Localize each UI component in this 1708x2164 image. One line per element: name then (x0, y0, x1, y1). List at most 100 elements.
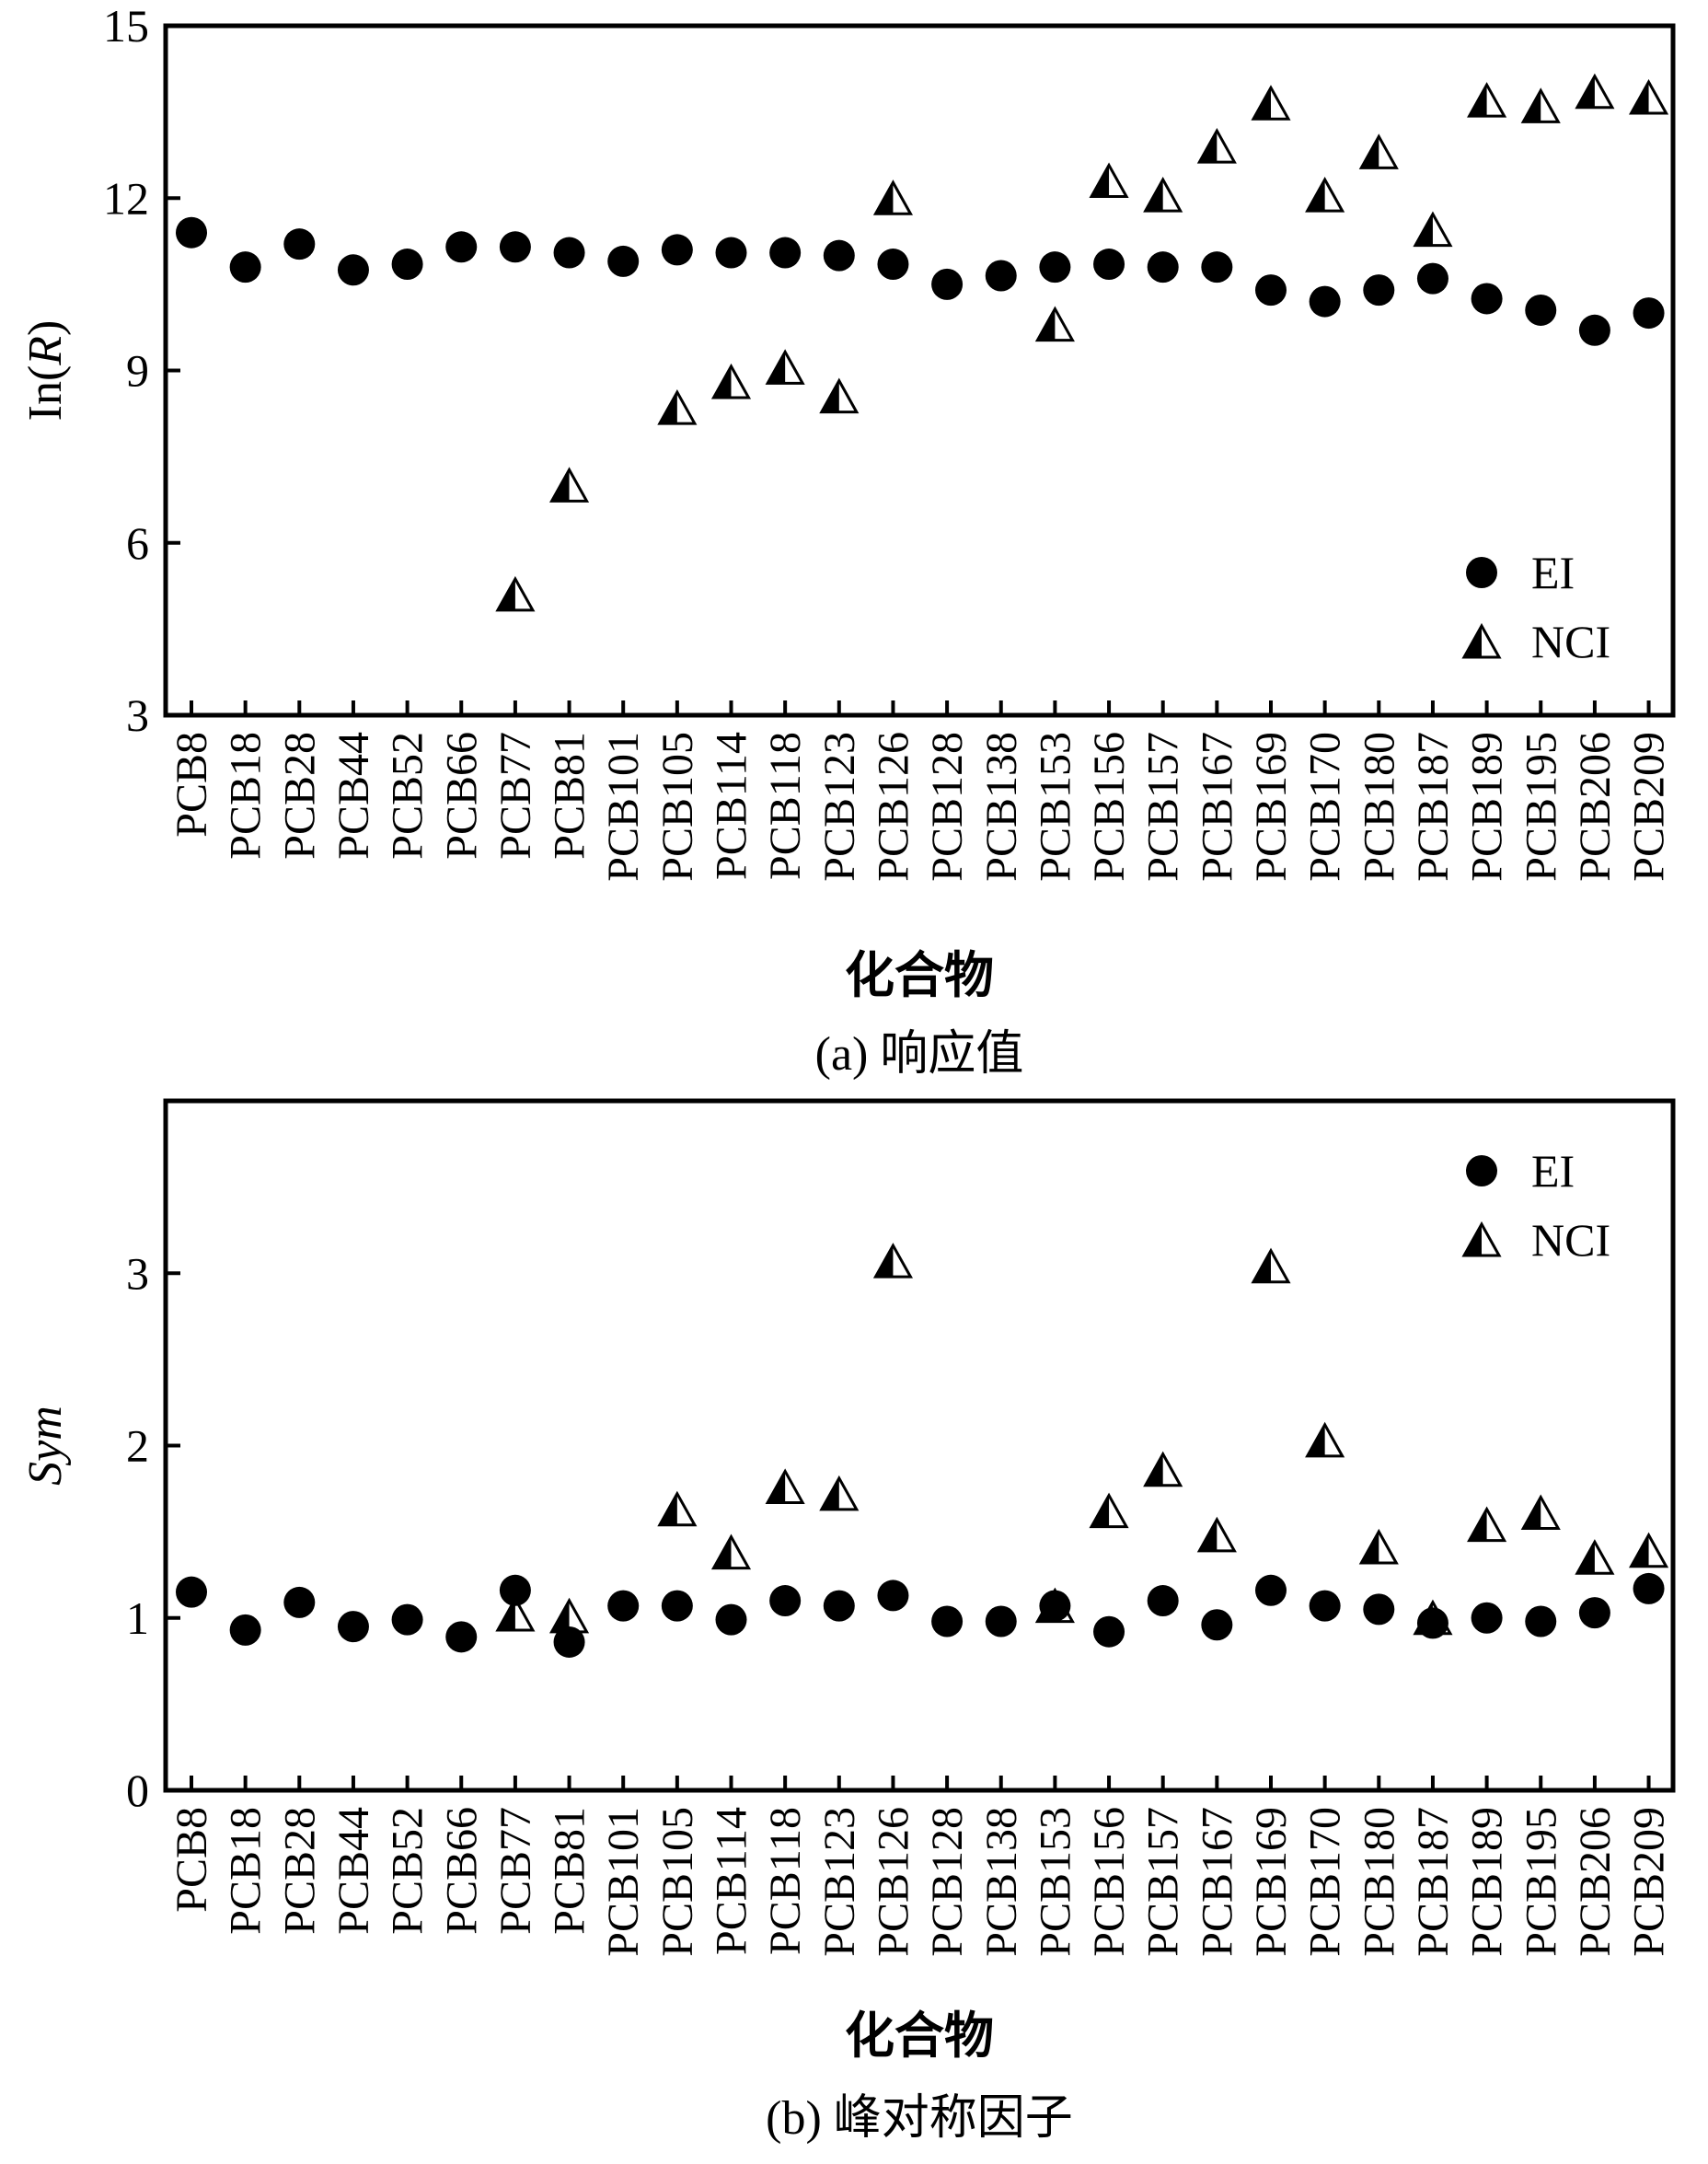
data-point-ei (877, 1580, 909, 1612)
data-point-ei (1633, 297, 1665, 330)
y-tick-label: 6 (126, 517, 149, 569)
x-tick-label: PCB206 (1571, 732, 1620, 882)
data-point-ei (1201, 1609, 1233, 1641)
x-tick-label: PCB167 (1193, 732, 1241, 882)
data-point-nci (765, 1468, 805, 1504)
x-tick-label: PCB66 (437, 732, 486, 860)
legend-label-ei: EI (1531, 547, 1575, 598)
legend-label-nci: NCI (1531, 616, 1610, 667)
data-point-nci (1305, 177, 1345, 213)
x-tick-label: PCB153 (1031, 732, 1079, 882)
x-tick-label: PCB123 (815, 1807, 864, 1957)
data-point-nci (819, 1475, 860, 1511)
x-tick-label: PCB206 (1571, 1807, 1620, 1957)
data-point-ei (607, 245, 640, 277)
data-point-nci (1089, 162, 1129, 199)
x-tick-label: PCB44 (329, 732, 378, 860)
data-point-ei (661, 234, 693, 266)
x-tick-label: PCB167 (1193, 1807, 1241, 1957)
x-tick-label: PCB128 (923, 732, 972, 882)
x-axis-label: 化合物 (845, 948, 994, 1003)
data-point-ei (176, 1576, 207, 1608)
data-point-ei (283, 228, 316, 260)
data-point-ei (931, 1605, 964, 1637)
data-point-nci (1467, 1506, 1507, 1543)
y-tick-label: 9 (126, 345, 149, 397)
y-tick-label: 0 (126, 1765, 149, 1816)
data-point-nci (1034, 1587, 1075, 1624)
data-point-ei (1363, 1593, 1395, 1626)
data-point-ei (337, 254, 369, 286)
data-point-ei (1578, 314, 1610, 346)
data-point-nci (872, 1243, 914, 1279)
legend-label-ei: EI (1531, 1145, 1575, 1197)
data-point-ei (283, 1586, 316, 1618)
x-tick-label: PCB101 (599, 1807, 648, 1957)
x-tick-label: PCB209 (1625, 732, 1674, 882)
legend-marker-nci (1461, 1221, 1502, 1257)
legend: EI NCI (1461, 547, 1610, 667)
x-tick-label: PCB209 (1625, 1807, 1674, 1957)
data-point-ei (445, 231, 478, 263)
y-axis-label: In(R) (19, 320, 72, 422)
y-tick-label: 3 (126, 1247, 149, 1299)
x-tick-label: PCB28 (275, 732, 324, 860)
x-tick-label: PCB101 (599, 732, 648, 882)
data-point-nci (710, 1533, 752, 1570)
x-tick-label: PCB170 (1301, 732, 1350, 882)
data-point-ei (1255, 274, 1287, 307)
x-tick-label: PCB114 (708, 732, 756, 880)
data-point-nci (1413, 211, 1453, 248)
data-point-nci (1196, 128, 1237, 164)
x-tick-label: PCB157 (1139, 732, 1188, 882)
data-point-ei (985, 1605, 1017, 1637)
data-point-ei (499, 1574, 531, 1606)
data-point-nci (819, 377, 860, 414)
x-tick-label: PCB180 (1355, 1807, 1403, 1957)
y-tick-label: 1 (126, 1592, 149, 1644)
x-tick-label: PCB52 (384, 732, 433, 860)
x-tick-label: PCB195 (1517, 1807, 1565, 1957)
x-tick-label: PCB81 (546, 1807, 594, 1935)
legend-marker-ei (1466, 557, 1497, 588)
data-point-nci (765, 349, 805, 385)
data-point-nci (1628, 78, 1669, 115)
x-tick-label: PCB126 (869, 732, 917, 882)
data-point-ei (1147, 1585, 1179, 1617)
data-point-ei (1093, 1615, 1125, 1648)
data-point-ei (553, 237, 585, 269)
legend-marker-ei (1466, 1155, 1497, 1186)
data-point-ei (715, 1603, 747, 1636)
data-point-ei (1525, 294, 1557, 326)
data-point-nci (1251, 85, 1291, 121)
data-point-nci (495, 575, 536, 612)
x-tick-label: PCB128 (923, 1807, 972, 1957)
data-point-ei (1309, 1590, 1341, 1622)
x-axis-label: 化合物 (845, 2008, 994, 2064)
data-point-nci (1575, 1539, 1615, 1575)
plot-frame (163, 1098, 1676, 1793)
y-tick-label: 15 (103, 0, 149, 52)
x-tick-label: PCB105 (653, 732, 702, 882)
series-ei (176, 216, 1665, 346)
data-point-ei (391, 249, 423, 281)
x-tick-label: PCB187 (1409, 732, 1458, 882)
data-point-ei (229, 1614, 261, 1646)
chart-panel-a: 3 6 9 12 15 PCB8 PCB18 PCB28 PCB44 PCB52 PCB66 PCB7… (19, 0, 1676, 1081)
x-tick-label: PCB180 (1355, 732, 1403, 882)
data-point-nci (1358, 133, 1399, 169)
data-point-ei (1578, 1597, 1610, 1629)
x-tick-label: PCB189 (1463, 1807, 1512, 1957)
data-point-nci (1520, 1494, 1561, 1531)
data-point-nci (1467, 82, 1507, 118)
data-point-ei (1363, 274, 1395, 307)
x-tick-label: PCB123 (815, 732, 864, 882)
plot-frame (163, 23, 1676, 718)
data-point-nci (1143, 177, 1183, 213)
x-tick-label: PCB153 (1031, 1807, 1079, 1957)
data-point-nci (1143, 1451, 1183, 1487)
data-point-nci (1520, 87, 1561, 123)
x-tick-label: PCB157 (1139, 1807, 1188, 1957)
data-point-nci (1358, 1528, 1399, 1565)
